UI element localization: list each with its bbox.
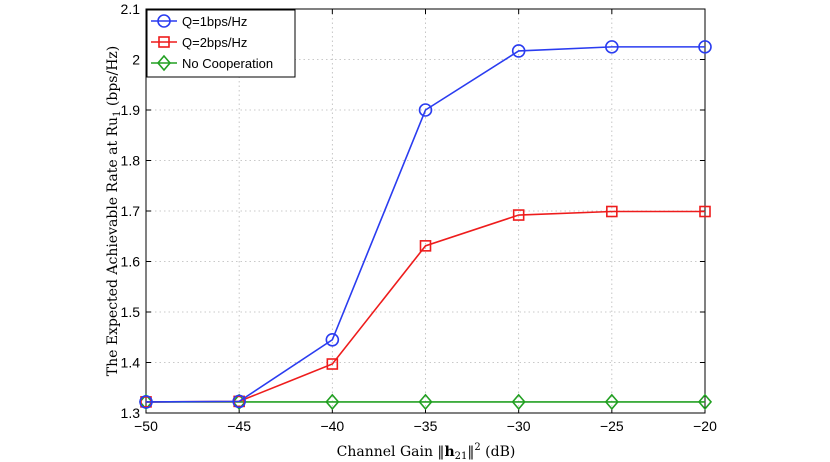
legend-item: Q=2bps/Hz: [151, 35, 247, 50]
legend-marker-diamond: [156, 54, 172, 72]
legend-marker-square: [158, 36, 170, 48]
x-tick-label: −25: [600, 418, 624, 434]
x-tick-label: −40: [320, 418, 344, 434]
x-axis-title-sup: 2: [474, 442, 480, 453]
x-axis-title-text: Channel Gain ‖: [337, 444, 445, 460]
data-point-square: [699, 205, 711, 218]
x-tick-label: −45: [227, 418, 251, 434]
legend-label: No Cooperation: [182, 56, 273, 71]
legend: Q=1bps/Hz Q=2bps/Hz No Cooperation: [146, 9, 296, 78]
x-axis-title: Channel Gain ‖h21‖2 (dB): [337, 442, 516, 462]
data-point-circle: [605, 40, 619, 54]
data-point-circle: [232, 394, 246, 409]
y-tick-label: 1.3: [121, 405, 141, 421]
legend-label: Q=2bps/Hz: [182, 35, 247, 50]
y-axis-title-text: The Expected Achievable Rate at Ru: [105, 117, 121, 376]
y-tick-label: 1.4: [121, 355, 141, 371]
y-tick-label: 1.8: [121, 153, 141, 169]
y-tick-label: 1.9: [121, 102, 141, 118]
data-point-circle: [511, 44, 526, 58]
x-axis-title-bold: h: [444, 444, 454, 460]
x-axis-title-sub: 21: [455, 451, 468, 462]
y-axis-title: The Expected Achievable Rate at Ru1 (bps…: [105, 46, 123, 377]
data-point-circle: [698, 40, 712, 54]
x-tick-label: −20: [693, 418, 717, 434]
data-point-square: [326, 358, 339, 370]
data-point-square: [512, 209, 525, 221]
series-0: [139, 40, 712, 409]
series-line: [145, 46, 705, 403]
x-tick-label: −30: [507, 418, 531, 434]
y-tick-label: 1.5: [121, 304, 141, 320]
data-point-square: [606, 205, 618, 218]
data-point-square: [419, 240, 432, 252]
ticks: −50 −45 −40 −35 −30 −25 −20 1.3 1.4 1.5 1.6 1.7 1.8 1…: [121, 1, 718, 434]
data-point-circle: [139, 395, 153, 409]
data-point-diamond: [697, 393, 713, 411]
legend-marker-circle: [157, 14, 171, 28]
data-point-circle: [418, 103, 433, 117]
data-point-diamond: [138, 393, 154, 411]
data-point-diamond: [418, 393, 433, 411]
y-tick-label: 2: [132, 52, 140, 68]
y-tick-label: 2.1: [121, 1, 141, 17]
x-axis-title-unit: (dB): [481, 444, 516, 460]
series-layer: [138, 40, 713, 411]
x-axis-title-text2: ‖: [467, 444, 474, 460]
y-tick-label: 1.7: [121, 203, 141, 219]
legend-item: Q=1bps/Hz: [151, 14, 247, 29]
y-axis-title-sub: 1: [112, 111, 123, 117]
data-point-diamond: [604, 393, 619, 411]
legend-label: Q=1bps/Hz: [182, 14, 247, 29]
data-point-diamond: [511, 393, 526, 411]
data-point-circle: [325, 332, 340, 347]
x-tick-label: −50: [134, 418, 158, 434]
y-tick-label: 1.6: [121, 254, 141, 270]
x-tick-label: −35: [414, 418, 438, 434]
y-axis-title-unit: (bps/Hz): [105, 46, 121, 111]
data-point-diamond: [325, 393, 340, 411]
legend-item: No Cooperation: [151, 54, 273, 72]
